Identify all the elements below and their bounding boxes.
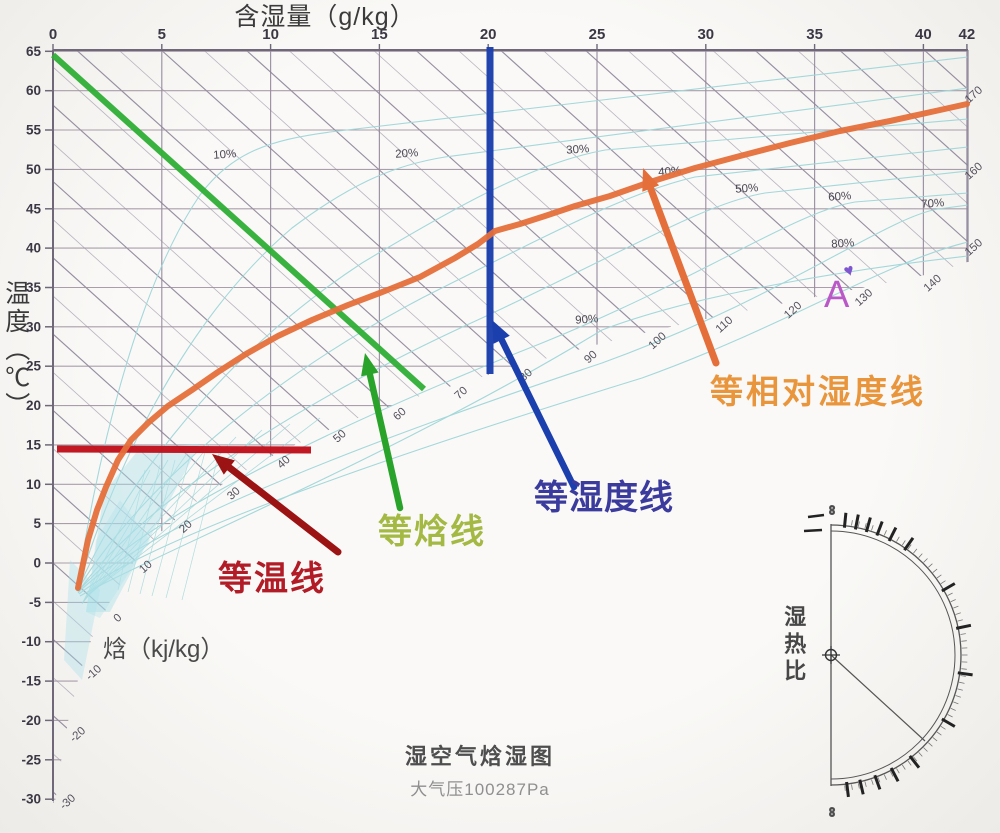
sample-iso-rh-curve — [75, 101, 970, 591]
svg-text:100: 100 — [647, 330, 669, 352]
svg-text:-30: -30 — [21, 792, 41, 807]
svg-text:90: 90 — [582, 349, 600, 366]
svg-text:10%: 10% — [213, 148, 237, 162]
svg-text:30: 30 — [26, 319, 41, 334]
svg-text:20%: 20% — [395, 147, 419, 161]
svg-text:-10: -10 — [21, 634, 41, 649]
svg-text:-20: -20 — [68, 725, 88, 745]
svg-text:60: 60 — [391, 406, 409, 423]
svg-text:0: 0 — [49, 26, 57, 43]
svg-text:40: 40 — [26, 241, 41, 256]
svg-text:25: 25 — [589, 26, 606, 43]
svg-text:15: 15 — [26, 437, 42, 452]
svg-text:35: 35 — [806, 26, 823, 43]
svg-text:50%: 50% — [735, 182, 759, 196]
svg-text:10: 10 — [26, 477, 41, 492]
heat-moisture-ratio-label: 湿热比 — [781, 605, 807, 686]
svg-text:140: 140 — [922, 273, 944, 295]
isotherm-arrow — [212, 454, 342, 556]
svg-text:∞: ∞ — [825, 505, 841, 515]
svg-text:30%: 30% — [566, 143, 590, 157]
iso-humidity-arrow — [492, 320, 578, 491]
isotherm-annotation: 等温线 — [218, 560, 326, 598]
svg-text:50: 50 — [331, 428, 349, 445]
svg-text:∞: ∞ — [825, 807, 841, 817]
iso-rh-annotation: 等相对湿度线 — [710, 373, 926, 410]
x-axis-title: 含湿量（g/kg） — [234, 3, 416, 31]
svg-text:10: 10 — [137, 559, 155, 576]
iso-enthalpy-annotation: 等焓线 — [378, 513, 486, 551]
svg-text:70: 70 — [453, 385, 471, 402]
svg-text:42: 42 — [959, 26, 976, 43]
svg-text:45: 45 — [26, 201, 42, 216]
svg-text:20: 20 — [26, 398, 41, 413]
svg-text:65: 65 — [26, 44, 42, 59]
rh-percent-labels: 10% 20% 30%40%50%60%70%80%90% — [213, 143, 945, 327]
iso-rh-arrow — [642, 168, 720, 367]
svg-text:80%: 80% — [831, 237, 855, 251]
enthalpy-axis-title: 焓（kj/kg） — [103, 636, 225, 663]
point-a-label: A — [824, 274, 850, 316]
svg-text:110: 110 — [714, 314, 736, 335]
svg-text:50: 50 — [26, 162, 41, 177]
svg-text:5: 5 — [33, 516, 41, 531]
pressure-label: 大气压100287Pa — [410, 780, 550, 799]
sample-iso-enthalpy-line — [50, 52, 427, 392]
svg-text:40: 40 — [915, 26, 932, 43]
iso-humidity-annotation: 等湿度线 — [534, 479, 674, 517]
svg-text:-5: -5 — [29, 595, 41, 610]
axes: 0 5 10 15 20 25 30 35 40 426560555045403530252015… — [21, 26, 975, 807]
svg-text:90%: 90% — [575, 313, 599, 327]
svg-text:0: 0 — [33, 556, 41, 571]
svg-text:20: 20 — [480, 26, 497, 43]
svg-text:130: 130 — [853, 287, 875, 309]
y-axis-title: 温度（℃） — [1, 280, 30, 420]
svg-text:60%: 60% — [828, 190, 852, 204]
svg-text:-20: -20 — [21, 713, 41, 728]
svg-text:30: 30 — [697, 26, 714, 43]
grid-lines — [53, 50, 968, 803]
svg-text:0: 0 — [112, 612, 125, 625]
svg-text:-30: -30 — [58, 792, 78, 812]
svg-text:-10: -10 — [84, 663, 104, 683]
relative-humidity-curves — [64, 56, 969, 680]
svg-text:70%: 70% — [921, 197, 945, 211]
sample-isotherm-line — [56, 445, 312, 454]
svg-text:25: 25 — [26, 359, 42, 374]
svg-text:35: 35 — [26, 280, 42, 295]
heat-moisture-ratio-protractor: ∞∞ — [803, 505, 973, 818]
svg-text:40: 40 — [275, 454, 293, 471]
chart-title: 湿空气焓湿图 — [404, 744, 555, 769]
svg-text:60: 60 — [26, 83, 41, 98]
svg-text:5: 5 — [158, 26, 166, 43]
svg-text:-15: -15 — [21, 674, 41, 689]
svg-text:10: 10 — [262, 26, 279, 43]
svg-text:55: 55 — [26, 123, 42, 138]
svg-text:-25: -25 — [21, 752, 41, 767]
iso-enthalpy-arrow — [361, 353, 404, 512]
svg-text:15: 15 — [371, 26, 388, 43]
